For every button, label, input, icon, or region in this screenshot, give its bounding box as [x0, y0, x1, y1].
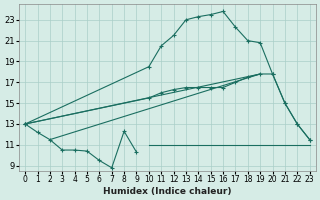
X-axis label: Humidex (Indice chaleur): Humidex (Indice chaleur) — [103, 187, 232, 196]
